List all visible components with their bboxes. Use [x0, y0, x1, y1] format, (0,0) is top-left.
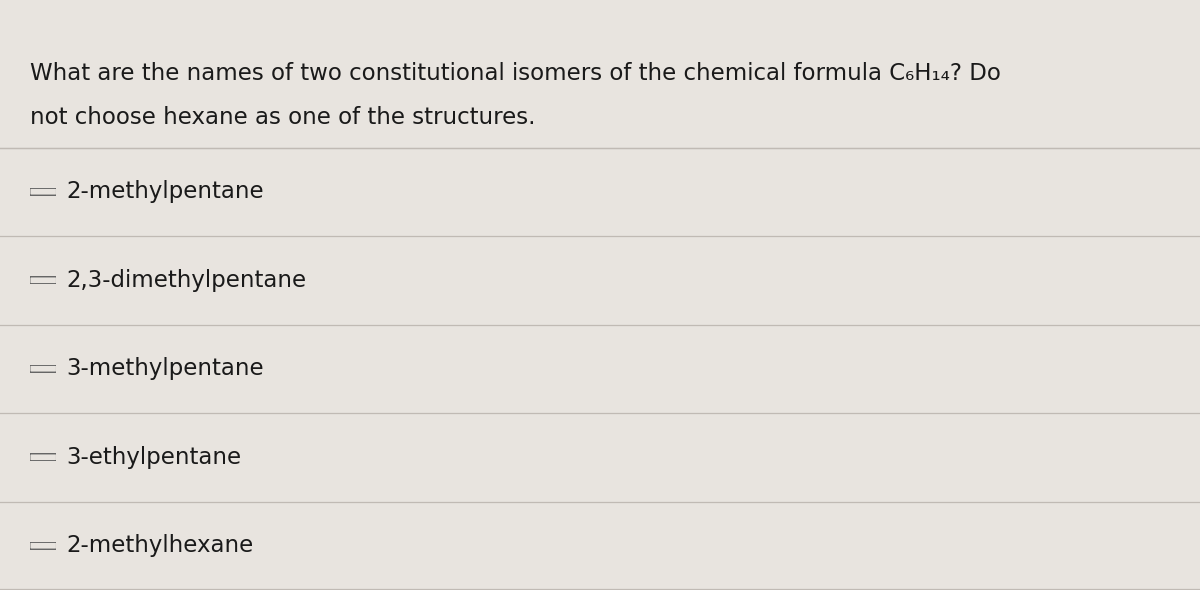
- Text: 3-ethylpentane: 3-ethylpentane: [66, 446, 241, 468]
- Text: 2-methylhexane: 2-methylhexane: [66, 535, 253, 557]
- Text: What are the names of two constitutional isomers of the chemical formula C₆H₁₄? : What are the names of two constitutional…: [30, 62, 1001, 85]
- Text: 2-methylpentane: 2-methylpentane: [66, 181, 264, 203]
- Text: 2,3-dimethylpentane: 2,3-dimethylpentane: [66, 269, 306, 291]
- Text: 3-methylpentane: 3-methylpentane: [66, 358, 264, 380]
- Text: not choose hexane as one of the structures.: not choose hexane as one of the structur…: [30, 106, 535, 129]
